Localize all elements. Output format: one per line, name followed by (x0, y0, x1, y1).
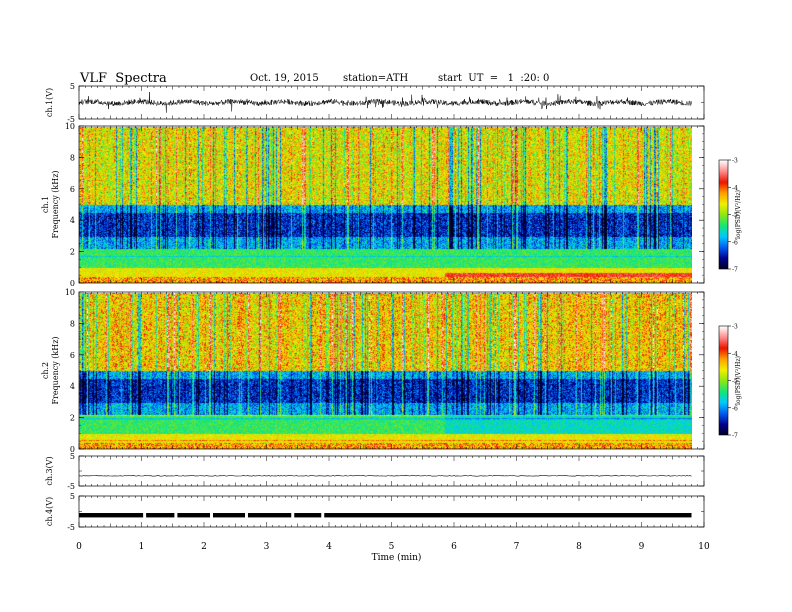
ch4-ytick-label: -5 (67, 523, 75, 532)
date-label: Oct. 19, 2015 (250, 73, 319, 84)
colorbar2-tick-label: -7 (732, 433, 738, 440)
spec2-ytick-label: 6 (70, 351, 75, 360)
x-tick-label: 1 (139, 542, 145, 552)
colorbar1-tick-label: -4 (732, 185, 738, 192)
colorbar2-tick-label: -4 (732, 351, 738, 358)
ch4-gap (210, 512, 213, 518)
x-tick-label: 3 (264, 542, 270, 552)
x-tick-label: 0 (76, 542, 82, 552)
ch4-gap (291, 512, 295, 518)
ch4-ylabel: ch.4(V) (45, 497, 54, 526)
spec1-ytick-label: 10 (65, 122, 75, 131)
x-tick-label: 8 (576, 542, 582, 552)
spec1-ylabel-channel: ch.1 (41, 196, 50, 213)
x-tick-label: 10 (698, 542, 710, 552)
ch4-trace (79, 513, 692, 518)
colorbar2-tick-label: -3 (732, 324, 738, 331)
x-tick-label: 6 (451, 542, 457, 552)
spectrogram-layer (79, 127, 728, 449)
colorbar1-tick-label: -5 (732, 212, 738, 219)
spec1-ylabel-frequency: Frequency (kHz) (51, 170, 60, 238)
x-axis-label: Time (min) (372, 552, 422, 563)
spec1-ytick-label: 4 (70, 216, 75, 225)
x-tick-label: 7 (514, 542, 520, 552)
x-tick-label: 5 (389, 542, 395, 552)
spec1-ytick-label: 6 (70, 185, 75, 194)
ch4-gap (174, 512, 178, 518)
ch1-ylabel: ch.1(V) (45, 88, 54, 117)
ch4-gap (245, 512, 248, 518)
spec2-ytick-label: 4 (70, 382, 75, 391)
colorbar2-tick-label: -6 (732, 405, 738, 412)
colorbar2-label: log(PSD)(V²/Hz) (735, 356, 742, 405)
ch4-gap (321, 512, 325, 518)
spec2-ylabel-frequency: Frequency (kHz) (51, 336, 60, 404)
waveform-layer (78, 91, 692, 518)
colorbar1-label: log(PSD)(V²/Hz) (735, 190, 742, 239)
ch4-gap (143, 512, 147, 518)
colorbar2-tick-label: -5 (732, 378, 738, 385)
ch3-ylabel: ch.3(V) (45, 456, 54, 485)
station-label: station=ATH (343, 73, 409, 84)
spec1-ytick-label: 2 (70, 248, 75, 257)
spec2-ytick-label: 8 (70, 319, 75, 328)
spec2-ytick-label: 0 (70, 445, 75, 454)
ch1-trace (78, 91, 692, 113)
colorbar1-tick-label: -6 (732, 239, 738, 246)
colorbar2-gradient (719, 326, 728, 435)
spec2-ytick-label: 2 (70, 414, 75, 423)
ch3-ytick-label: -5 (67, 482, 75, 491)
colorbar1-tick-label: -7 (732, 267, 738, 274)
spec2-ylabel-channel: ch.2 (41, 362, 50, 379)
ch1-ytick-label: -5 (67, 115, 75, 124)
ch3-ytick-label: 5 (70, 452, 75, 461)
x-tick-label: 2 (201, 542, 207, 552)
ch4-ytick-label: 5 (70, 492, 75, 501)
spec1-ytick-label: 8 (70, 153, 75, 162)
spec2-ytick-label: 10 (65, 288, 75, 297)
ch3-trace (78, 475, 692, 477)
colorbar1-gradient (719, 160, 728, 269)
colorbar1-tick-label: -3 (732, 158, 738, 165)
x-tick-label: 4 (326, 542, 332, 552)
spec2-image (79, 293, 692, 449)
axes-layer: 5-5024681002468105-55-5ch.1(V)ch.3(V)ch.… (41, 82, 742, 563)
ch1-ytick-label: 5 (70, 82, 75, 91)
x-tick-label: 9 (639, 542, 645, 552)
start-time-label: start UT = 1 :20: 0 (438, 73, 550, 84)
spec1-image (79, 127, 692, 283)
figure-title: VLF Spectra (80, 71, 167, 86)
spec1-ytick-label: 0 (70, 279, 75, 288)
